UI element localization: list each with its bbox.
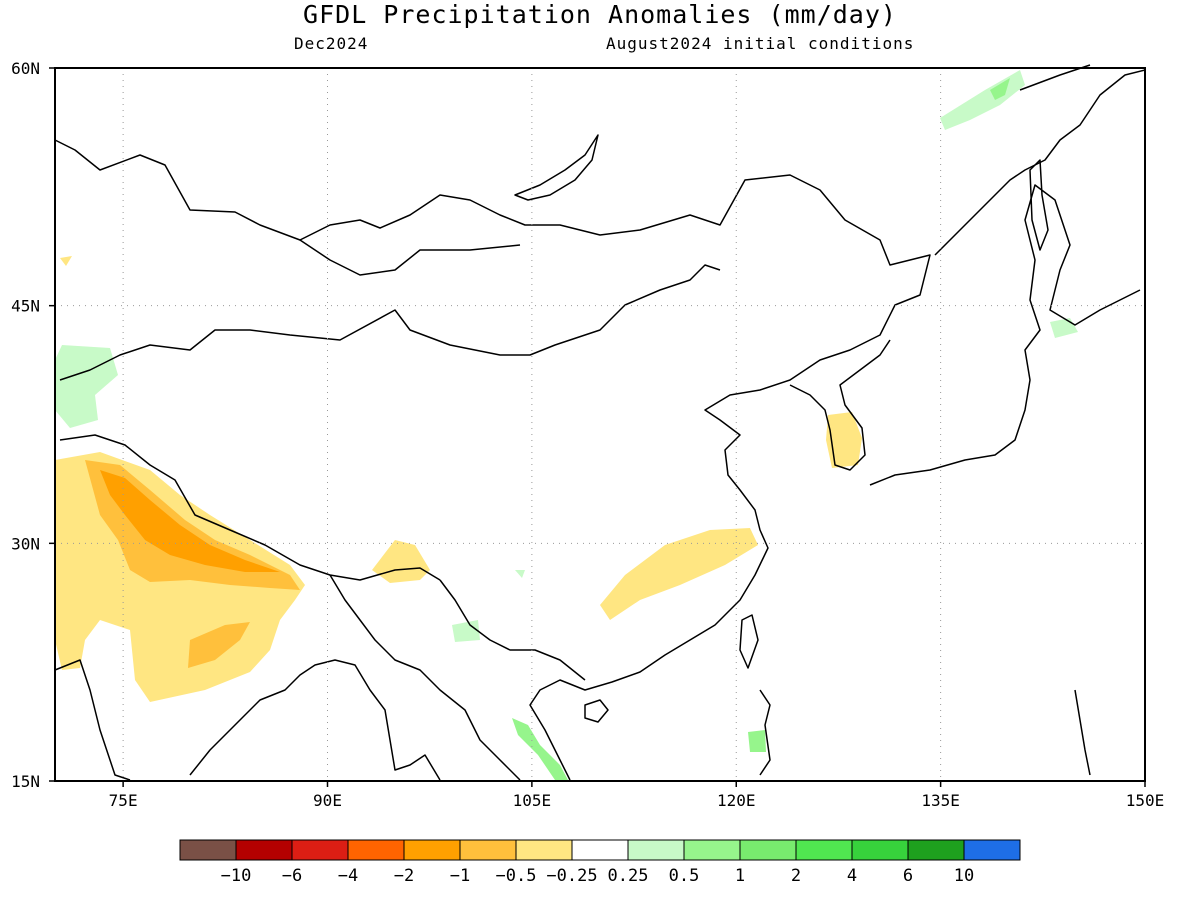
anomaly-region-kamchatka-green bbox=[940, 70, 1025, 130]
axis-labels: 60N 45N 30N 15N 75E 90E 105E 120E 135E 150E bbox=[11, 59, 1164, 810]
anomaly-region-vietnam-green bbox=[512, 718, 568, 780]
colorbar-label: −6 bbox=[282, 866, 302, 886]
anomaly-region-south-china bbox=[600, 528, 758, 620]
border-indochina bbox=[329, 574, 521, 781]
philippines bbox=[759, 689, 771, 776]
lake-baikal bbox=[514, 134, 599, 201]
anomaly-region-himalaya-core bbox=[100, 470, 280, 572]
colorbar-swatch bbox=[291, 839, 349, 861]
lat-tick-label: 30N bbox=[11, 534, 40, 553]
colorbar-swatch bbox=[459, 839, 517, 861]
border-southeast-asia bbox=[439, 579, 586, 681]
colorbar-swatch bbox=[235, 839, 293, 861]
coastlines bbox=[54, 64, 1146, 781]
colorbar-swatch bbox=[179, 839, 237, 861]
coastline-okhotsk bbox=[934, 69, 1146, 256]
colorbar-swatch bbox=[627, 839, 685, 861]
coastline-japan bbox=[869, 184, 1141, 486]
colorbar-swatch bbox=[347, 839, 405, 861]
border-himalaya bbox=[59, 434, 441, 581]
colorbar-swatch bbox=[795, 839, 853, 861]
colorbar-label: 6 bbox=[903, 866, 913, 886]
anomaly-region-north-ca bbox=[60, 256, 72, 266]
anomaly-region-kamchatka-green-inner bbox=[990, 78, 1010, 100]
colorbar-swatch bbox=[739, 839, 797, 861]
lon-tick-label: 105E bbox=[513, 791, 552, 810]
colorbar-label: −1 bbox=[450, 866, 470, 886]
lon-tick-label: 90E bbox=[313, 791, 342, 810]
colorbar-label: 0.25 bbox=[608, 866, 649, 886]
anomaly-region-caspian-green bbox=[55, 345, 118, 428]
islands-marianas bbox=[1074, 689, 1091, 776]
anomaly-region-hokkaido-green bbox=[1050, 318, 1078, 338]
colorbar-label: 10 bbox=[954, 866, 974, 886]
hainan bbox=[584, 699, 609, 723]
colorbar-swatch bbox=[571, 839, 629, 861]
lon-tick-label: 150E bbox=[1126, 791, 1165, 810]
colorbar-label: −0.5 bbox=[496, 866, 537, 886]
anomaly-region-yunnan-green bbox=[452, 620, 480, 642]
coastline-east-asia bbox=[54, 139, 931, 781]
taiwan bbox=[739, 614, 759, 669]
sakhalin bbox=[1029, 159, 1049, 251]
colorbar-swatch bbox=[851, 839, 909, 861]
lon-tick-label: 120E bbox=[717, 791, 756, 810]
lat-tick-label: 45N bbox=[11, 297, 40, 316]
anomaly-region-yunnan bbox=[372, 540, 430, 583]
lon-tick-label: 75E bbox=[109, 791, 138, 810]
colorbar: −10 −6 −4 −2 −1 −0.5 −0.25 0.25 0.5 1 2 4 6 10 bbox=[179, 839, 1021, 886]
coastline-bay-of-bengal bbox=[189, 659, 441, 781]
anomaly-shading bbox=[55, 70, 1078, 780]
colorbar-swatch bbox=[683, 839, 741, 861]
lat-tick-label: 60N bbox=[11, 59, 40, 78]
colorbar-label: −4 bbox=[338, 866, 358, 886]
colorbar-label: 2 bbox=[791, 866, 801, 886]
colorbar-swatch bbox=[963, 839, 1021, 861]
chart-title: GFDL Precipitation Anomalies (mm/day) bbox=[303, 0, 897, 29]
border-china-west bbox=[59, 264, 721, 381]
graticule bbox=[55, 68, 1145, 781]
colorbar-swatch bbox=[907, 839, 965, 861]
colorbar-label: 4 bbox=[847, 866, 857, 886]
colorbar-swatch bbox=[515, 839, 573, 861]
colorbar-label: 1 bbox=[735, 866, 745, 886]
colorbar-label: −0.25 bbox=[546, 866, 597, 886]
map-frame bbox=[54, 67, 1146, 782]
colorbar-swatch bbox=[403, 839, 461, 861]
anomaly-region-guangxi-green bbox=[515, 570, 525, 578]
border-mongolia-north bbox=[299, 239, 521, 276]
colorbar-label: −2 bbox=[394, 866, 414, 886]
valid-month-label: Dec2024 bbox=[294, 34, 369, 53]
init-conditions-label: August2024 initial conditions bbox=[606, 34, 915, 53]
coastline-india bbox=[54, 659, 131, 781]
anomaly-region-central-india bbox=[188, 622, 250, 668]
coastline-korea bbox=[789, 339, 891, 471]
lon-tick-label: 135E bbox=[921, 791, 960, 810]
lat-tick-label: 15N bbox=[11, 772, 40, 791]
anomaly-region-korea bbox=[826, 412, 862, 468]
anomaly-region-philippines-green bbox=[748, 730, 766, 752]
colorbar-label: −10 bbox=[221, 866, 252, 886]
colorbar-label: 0.5 bbox=[669, 866, 700, 886]
